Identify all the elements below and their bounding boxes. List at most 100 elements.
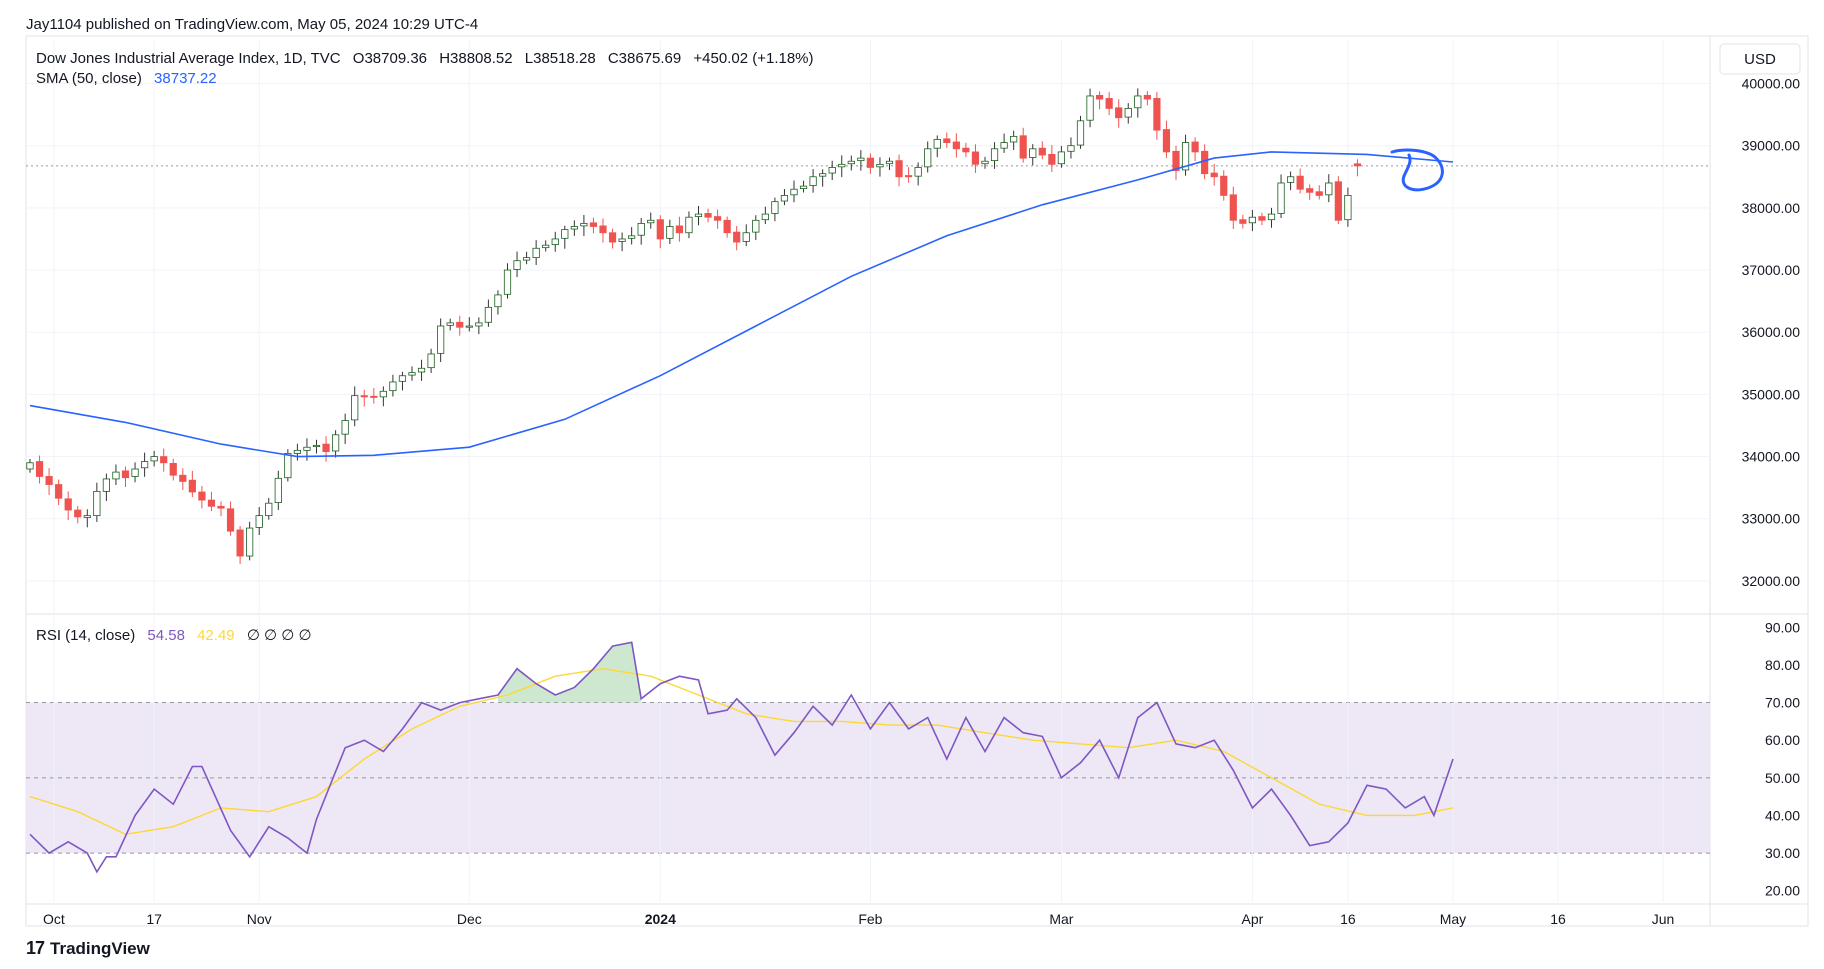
candle <box>876 157 884 177</box>
candle-body <box>551 238 559 245</box>
price-axis: 40000.00 39000.00 38000.00 37000.00 36000.00… <box>1742 76 1801 589</box>
candle-body <box>494 294 502 308</box>
candle-body <box>341 420 349 435</box>
time-tick-label: Apr <box>1242 911 1264 927</box>
candle <box>55 479 63 505</box>
candle <box>885 157 894 170</box>
candle-body <box>437 325 445 354</box>
legend-title: Dow Jones Industrial Average Index, 1D, … <box>36 50 341 67</box>
candle <box>628 227 636 245</box>
candle-body <box>905 175 913 178</box>
candle <box>714 209 722 229</box>
currency-button[interactable]: USD <box>1719 43 1801 75</box>
grid <box>26 40 1710 902</box>
candle-body <box>752 219 760 233</box>
candle-body <box>265 502 273 517</box>
rsi-tick-label: 50.00 <box>1765 770 1800 786</box>
tradingview-logo-icon: 17 <box>26 938 45 958</box>
candle-body <box>64 498 72 511</box>
sma-legend[interactable]: SMA (50, close) 38737.22 <box>36 70 217 87</box>
candle-body <box>599 225 607 234</box>
candle-body <box>226 508 235 532</box>
candle <box>1162 120 1171 158</box>
candle-body <box>188 479 196 493</box>
candle <box>685 211 693 239</box>
candle-body <box>857 157 865 162</box>
candle <box>914 162 922 186</box>
candle <box>523 251 531 265</box>
candle <box>561 225 569 249</box>
candle <box>1277 174 1285 219</box>
sma-legend-value: 38737.22 <box>154 70 217 87</box>
candle-body <box>990 148 999 162</box>
currency-label: USD <box>1744 51 1776 68</box>
candle-body <box>876 163 884 168</box>
candle <box>74 505 82 524</box>
candle <box>1334 176 1342 225</box>
candle-body <box>1162 129 1171 153</box>
candle <box>542 240 550 252</box>
candle-body <box>780 195 789 202</box>
candle-body <box>532 247 540 259</box>
candle-body <box>1296 175 1304 190</box>
sma-legend-label: SMA (50, close) <box>36 70 142 87</box>
candle <box>1076 115 1085 149</box>
candle-body <box>207 499 216 507</box>
candle-body <box>742 232 750 242</box>
publish-attribution: Jay1104 published on TradingView.com, Ma… <box>26 16 479 33</box>
candle <box>446 318 454 331</box>
candle <box>408 366 416 381</box>
tradingview-brand[interactable]: 17 TradingView <box>26 938 150 959</box>
candle-body <box>140 461 149 469</box>
candle <box>1153 91 1161 140</box>
candle-body <box>799 185 808 189</box>
candle-body <box>112 471 120 480</box>
candle-body <box>1248 216 1256 224</box>
candle-body <box>83 515 91 518</box>
candle <box>370 388 378 404</box>
candle <box>1220 170 1228 201</box>
candle <box>169 458 177 481</box>
candle-body <box>74 509 82 518</box>
candle <box>752 215 760 241</box>
candle <box>828 160 836 181</box>
candle-body <box>1086 95 1094 121</box>
candle <box>102 473 110 501</box>
candle-body <box>943 138 951 143</box>
candle <box>188 470 196 498</box>
candle-body <box>1220 175 1228 196</box>
candle <box>312 439 321 454</box>
candle-body <box>503 269 512 295</box>
candle-body <box>160 456 168 464</box>
candle <box>494 290 502 315</box>
candle-body <box>1315 191 1323 196</box>
candle <box>331 430 340 458</box>
candle <box>1229 186 1237 229</box>
candle-body <box>1038 147 1046 156</box>
legend-open: O38709.36 <box>353 50 427 67</box>
candle-body <box>1134 95 1142 109</box>
candle-body <box>1325 182 1333 196</box>
candle <box>1296 168 1304 194</box>
candle <box>255 507 263 536</box>
candle <box>1115 99 1123 128</box>
candle-body <box>675 225 684 234</box>
candle <box>723 216 731 238</box>
candle-body <box>284 453 292 479</box>
candle-body <box>704 213 712 218</box>
candle-body <box>1029 148 1037 158</box>
candle <box>303 438 311 461</box>
candle-body <box>1172 150 1180 171</box>
rsi-tick-label: 60.00 <box>1765 732 1800 748</box>
candle <box>675 216 684 242</box>
rsi-tick-label: 90.00 <box>1765 619 1800 635</box>
candle-body <box>1267 213 1276 221</box>
rsi-ma-legend-value: 42.49 <box>197 627 235 644</box>
candle-body <box>761 213 769 221</box>
candle <box>1000 133 1008 153</box>
candle-body <box>570 226 578 230</box>
candle-body <box>312 444 321 448</box>
rsi-legend[interactable]: RSI (14, close) 54.58 42.49 ∅ ∅ ∅ ∅ <box>36 627 312 644</box>
